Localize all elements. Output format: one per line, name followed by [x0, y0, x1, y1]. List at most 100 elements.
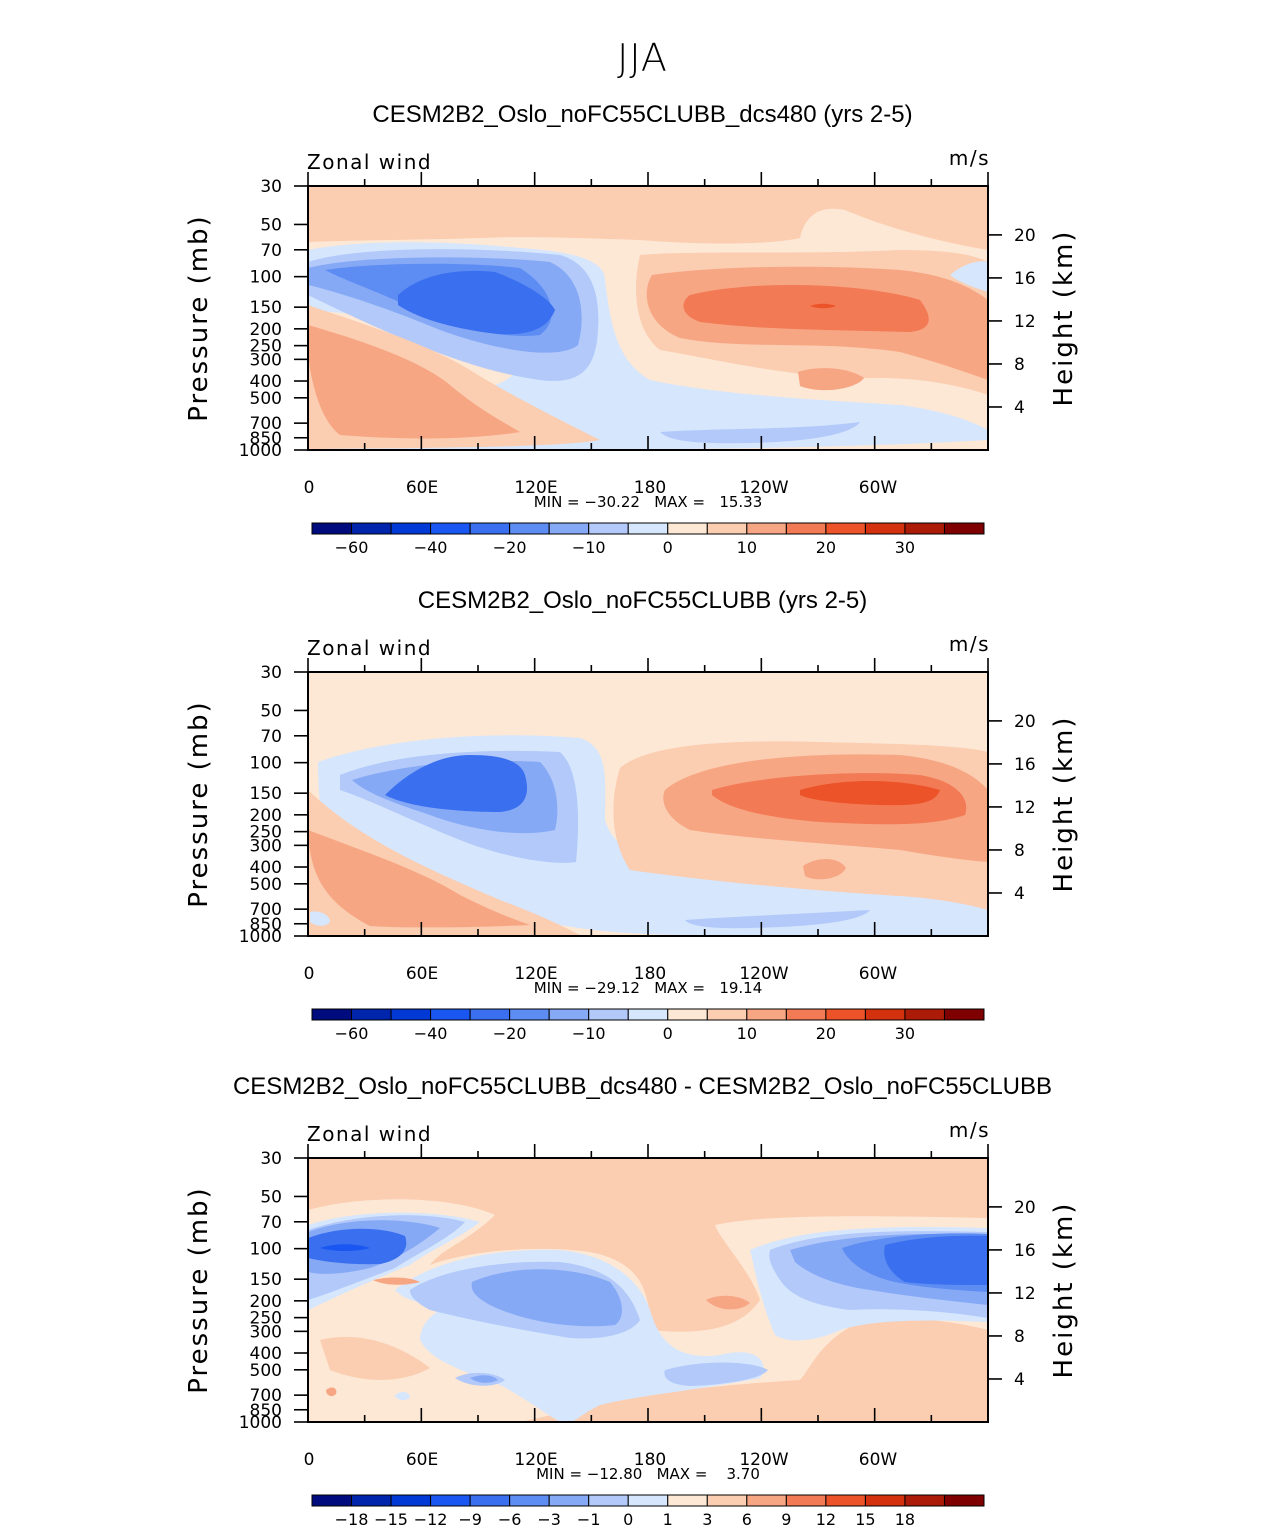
panel-1-xtick-5: 60W [859, 478, 898, 498]
panel-1-contour-field [308, 186, 988, 450]
panel-1-colorbar-box-0 [311, 522, 353, 535]
panel-1-ytick-label-7: 300 [250, 350, 282, 370]
panel-1-ytick-label-5: 200 [250, 320, 282, 340]
panel-1-ytick-label-9: 500 [250, 389, 282, 409]
panel-2-ytick-label-8: 400 [250, 858, 282, 878]
panel-2-ytick-label-12: 1000 [239, 927, 282, 947]
panel-3-y2tick-label-1: 16 [1014, 1241, 1036, 1261]
panel-3-units: m/s [949, 1118, 990, 1142]
panel-1-xtick-0: 0 [304, 478, 315, 498]
panel-3-variable: Zonal wind [307, 1122, 432, 1146]
panel-3-ytick-label-3: 100 [250, 1240, 282, 1260]
panel-1: Zonal wind m/s 0 [184, 146, 1079, 557]
panel-3-colorbar: −18 −15 −12 −9 −6 −3 −1 0 1 3 6 9 12 15 18 [311, 1494, 985, 1529]
panel-1-y2tick-label-0: 20 [1014, 226, 1036, 246]
panel-2-colorbar-box-15 [904, 1008, 945, 1021]
panel-1-colorbar-box-8 [627, 522, 669, 535]
panel-3-y2label: Height (km) [1049, 1202, 1079, 1379]
panel-2-colorbar-box-0 [311, 1008, 353, 1021]
panel-3-colorbar-box-6 [548, 1494, 590, 1507]
panel-2-colorbar-box-1 [351, 1008, 392, 1021]
panel-2-colorbar-box-2 [390, 1008, 432, 1021]
panel-2-y2tick-label-0: 20 [1014, 712, 1036, 732]
panel-2-xtick-2: 120E [514, 964, 557, 984]
panel-2-colorbar-box-5 [509, 1008, 550, 1021]
panel-3-min-max: MIN = −12.80 MAX = 3.70 [536, 1465, 760, 1483]
panel-1-ytick-label-2: 70 [260, 241, 282, 261]
panel-1-colorbar-label-0: −60 [335, 538, 369, 557]
panel-3-xtick-3: 180 [634, 1450, 666, 1470]
panel-2-colorbar: −60 −40 −20 −10 0 10 20 30 [311, 1008, 985, 1043]
panel-3-colorbar-label-13: 15 [855, 1510, 875, 1529]
panel-1-colorbar-box-6 [548, 522, 590, 535]
panel-2-ytick-label-11: 850 [250, 915, 282, 935]
panel-3-ytick-label-4: 150 [250, 1270, 282, 1290]
panel-2-ytick-label-0: 30 [260, 663, 282, 683]
panel-3-ytick-label-1: 50 [260, 1187, 282, 1207]
panel-1-xtick-1: 60E [406, 478, 438, 498]
panel-3-colorbar-label-12: 12 [816, 1510, 836, 1529]
panel-1-variable: Zonal wind [307, 150, 432, 174]
panel-2-y2tick-label-1: 16 [1014, 755, 1036, 775]
panel-3: Zonal wind m/s [184, 1118, 1079, 1529]
panel-2-ylabel: Pressure (mb) [184, 700, 214, 907]
panel-2-colorbar-box-7 [588, 1008, 629, 1021]
panel-3-colorbar-label-9: 3 [702, 1510, 712, 1529]
panel-1-colorbar-box-15 [904, 522, 945, 535]
panel-3-colorbar-label-0: −18 [335, 1510, 369, 1529]
panel-2-colorbar-label-5: 10 [737, 1024, 757, 1043]
panel-1-colorbar-label-4: 0 [663, 538, 673, 557]
figure-title: JJA [617, 36, 668, 80]
panel-1-y2label: Height (km) [1049, 230, 1079, 407]
panel-3-colorbar-box-7 [588, 1494, 629, 1507]
panel-3-colorbar-label-6: −1 [577, 1510, 601, 1529]
panel-2-y2tick-label-4: 4 [1014, 884, 1025, 904]
panel-2-colorbar-label-7: 30 [895, 1024, 915, 1043]
panel-3-colorbar-box-2 [390, 1494, 432, 1507]
panel-2-colorbar-box-11 [746, 1008, 787, 1021]
panel-2-colorbar-box-3 [430, 1008, 471, 1021]
panel-1-colorbar-label-3: −10 [572, 538, 606, 557]
panel-1-ytick-label-10: 700 [250, 414, 282, 434]
panel-1-ylabel: Pressure (mb) [184, 214, 214, 421]
panel-2: Zonal wind m/s 0 60E 120E [184, 632, 1079, 1043]
panel-1-colorbar-box-1 [351, 522, 392, 535]
panel-2-ytick-label-3: 100 [250, 754, 282, 774]
panel-3-ylabel: Pressure (mb) [184, 1186, 214, 1393]
panel-3-colorbar-label-10: 6 [742, 1510, 752, 1529]
panel-2-colorbar-label-4: 0 [663, 1024, 673, 1043]
panel-2-colorbar-box-6 [548, 1008, 590, 1021]
panel-2-ytick-label-5: 200 [250, 806, 282, 826]
panel-3-ytick-label-12: 1000 [239, 1413, 282, 1433]
panel-3-colorbar-box-9 [667, 1494, 708, 1507]
panel-3-y2tick-label-3: 8 [1014, 1327, 1025, 1347]
panel-2-ytick-label-1: 50 [260, 701, 282, 721]
panel-3-colorbar-label-4: −6 [498, 1510, 522, 1529]
panel-3-colorbar-label-7: 0 [623, 1510, 633, 1529]
panel-3-contour-field [308, 1158, 988, 1422]
panel-2-min-max: MIN = −29.12 MAX = 19.14 [534, 979, 763, 997]
panel-2-colorbar-box-12 [785, 1008, 827, 1021]
panel-2-colorbar-box-14 [864, 1008, 906, 1021]
panel-3-colorbar-box-3 [430, 1494, 471, 1507]
panel-2-units: m/s [949, 632, 990, 656]
panel-3-colorbar-box-16 [943, 1494, 985, 1507]
panel-1-colorbar-box-5 [509, 522, 550, 535]
panel-1-colorbar-label-2: −20 [493, 538, 527, 557]
panel-3-colorbar-box-8 [627, 1494, 669, 1507]
panel-1-colorbar-label-5: 10 [737, 538, 757, 557]
panel-1-colorbar-box-3 [430, 522, 471, 535]
panel-3-xtick-4: 120W [739, 1450, 788, 1470]
panel-2-colorbar-label-2: −20 [493, 1024, 527, 1043]
panel-2-ytick-label-6: 250 [250, 823, 282, 843]
panel-3-y2tick-label-2: 12 [1014, 1284, 1036, 1304]
panel-2-colorbar-label-0: −60 [335, 1024, 369, 1043]
panel-1-y2tick-label-4: 4 [1014, 398, 1025, 418]
panel-3-colorbar-box-5 [509, 1494, 550, 1507]
panel-1-ytick-label-3: 100 [250, 268, 282, 288]
panel-3-colorbar-label-11: 9 [781, 1510, 791, 1529]
panel-1-colorbar-box-2 [390, 522, 432, 535]
panel-2-y2label: Height (km) [1049, 716, 1079, 893]
